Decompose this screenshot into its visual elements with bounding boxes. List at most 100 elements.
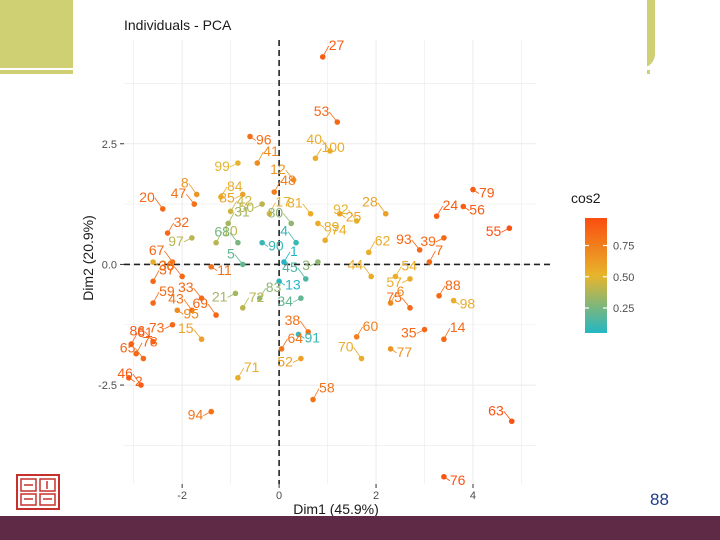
data-point: [416, 247, 423, 253]
data-point: [288, 220, 295, 227]
data-point: [281, 259, 287, 265]
point-label: 36: [159, 257, 175, 273]
x-tick-label: 2: [373, 490, 379, 502]
data-point: [266, 210, 273, 217]
point-label: 78: [142, 334, 158, 350]
point-label: 1: [290, 243, 298, 259]
legend-tick-label: 0.75: [613, 241, 634, 253]
data-point: [133, 350, 139, 357]
point-label: 93: [396, 231, 412, 247]
point-label: 79: [479, 185, 495, 201]
data-point: [239, 261, 246, 268]
data-point: [235, 375, 241, 381]
point-label: 12: [270, 161, 286, 177]
point-label: 24: [443, 197, 459, 213]
data-point: [436, 292, 442, 299]
point-label: 6: [397, 283, 405, 299]
data-point: [368, 273, 375, 280]
point-label: 64: [288, 330, 304, 346]
data-point: [150, 300, 156, 306]
data-point: [305, 329, 311, 335]
data-point: [506, 225, 513, 232]
point-label: 43: [168, 290, 184, 306]
data-point: [441, 336, 447, 343]
data-point: [319, 54, 326, 60]
point-label: 55: [486, 223, 502, 239]
point-label: 31: [234, 203, 250, 219]
y-tick-label: 0.0: [102, 259, 117, 271]
point-label: 84: [227, 178, 243, 194]
point-label: 81: [287, 195, 303, 211]
data-point: [508, 418, 515, 425]
legend: cos2 0.25 0.50 0.75: [571, 190, 634, 333]
data-point: [254, 160, 261, 166]
data-point: [213, 239, 219, 246]
point-label: 7: [435, 242, 443, 258]
point-label: 5: [227, 245, 235, 261]
data-point: [164, 230, 171, 236]
point-label: 40: [306, 131, 322, 147]
data-point: [259, 239, 265, 246]
data-point: [179, 273, 185, 280]
point-label: 65: [120, 340, 136, 356]
point-label: 90: [268, 238, 284, 254]
data-point: [441, 235, 447, 241]
point-label: 88: [445, 277, 461, 293]
legend-tick-label: 0.50: [613, 272, 634, 284]
point-label: 15: [178, 320, 194, 336]
point-label: 61: [137, 324, 153, 340]
point-label: 13: [285, 276, 301, 292]
legend-title: cos2: [571, 190, 601, 206]
data-point: [307, 210, 314, 217]
data-point: [150, 338, 156, 345]
point-label: 53: [314, 103, 330, 119]
point-label: 59: [159, 283, 175, 299]
x-tick-label: 4: [470, 490, 476, 502]
data-point: [290, 177, 297, 183]
data-point: [336, 210, 343, 217]
point-label: 98: [460, 296, 476, 312]
x-tick-label: -2: [177, 490, 187, 502]
point-label: 17: [275, 194, 291, 210]
point-label: 74: [331, 221, 347, 237]
point-label: 50: [239, 199, 255, 215]
point-label: 20: [139, 189, 155, 205]
point-label: 63: [488, 402, 504, 418]
data-point: [128, 341, 135, 347]
point-label: 77: [397, 344, 413, 360]
data-point: [138, 382, 144, 388]
data-point: [126, 375, 132, 381]
point-label: 54: [401, 257, 417, 273]
point-label: 21: [212, 288, 228, 304]
page-number: 88: [650, 490, 669, 509]
data-point: [441, 473, 447, 480]
point-label: 25: [346, 209, 362, 225]
data-point: [278, 346, 285, 352]
point-label: 83: [266, 279, 282, 295]
data-point: [312, 155, 319, 162]
point-label: 41: [263, 143, 279, 159]
data-point: [159, 206, 166, 212]
data-point: [239, 191, 246, 198]
x-axis-label: Dim1 (45.9%): [293, 501, 379, 517]
point-label: 4: [280, 223, 288, 239]
point-label: 85: [219, 189, 235, 205]
point-label: 67: [149, 242, 165, 258]
point-label: 62: [375, 232, 391, 248]
point-label: 60: [363, 318, 379, 334]
data-point: [259, 201, 265, 207]
point-label: 58: [319, 380, 335, 396]
y-tick-label: 2.5: [102, 139, 117, 151]
data-point: [353, 334, 360, 340]
point-label: 3: [302, 257, 310, 273]
data-point: [235, 239, 241, 246]
data-point: [470, 186, 476, 193]
data-point: [382, 210, 389, 217]
point-label: 97: [168, 233, 184, 249]
point-label: 86: [130, 323, 146, 339]
point-label: 30: [159, 257, 175, 273]
point-label: 46: [117, 365, 133, 381]
y-tick-label: -2.5: [98, 380, 117, 392]
